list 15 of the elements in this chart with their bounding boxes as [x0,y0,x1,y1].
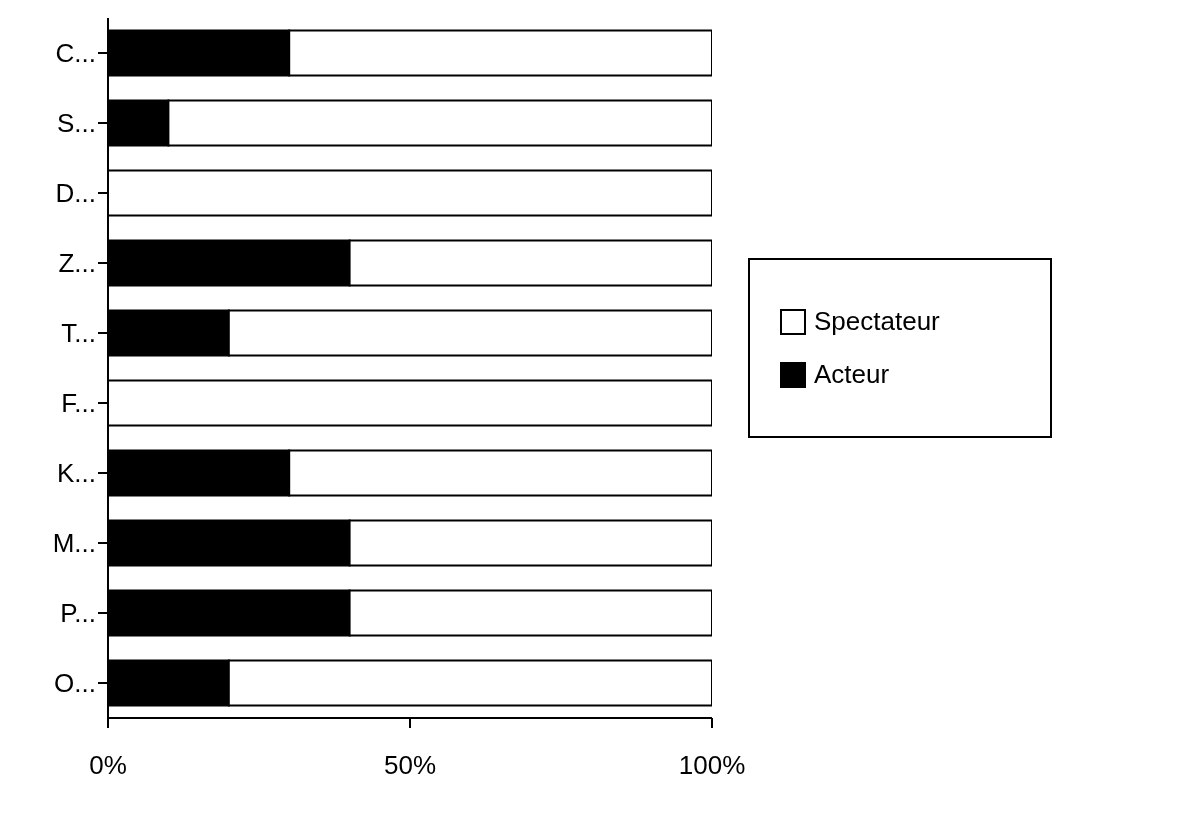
y-tick-label: Z... [58,248,96,279]
x-tick-label: 50% [383,750,437,781]
y-tick-label: O... [54,668,96,699]
y-tick-label: T... [61,318,96,349]
x-tick-label: 0% [89,750,127,781]
y-tick-label: M... [52,528,96,559]
x-tick-label: 100% [678,750,746,781]
y-tick-label: S... [56,108,96,139]
y-tick-label: C... [55,38,96,69]
legend-label: Acteur [814,359,890,390]
y-tick-label: P... [60,598,96,629]
legend-label: Spectateur [814,306,940,337]
y-tick-label: D... [55,178,96,209]
y-tick-label: F... [61,388,96,419]
y-tick-label: K... [56,458,96,489]
